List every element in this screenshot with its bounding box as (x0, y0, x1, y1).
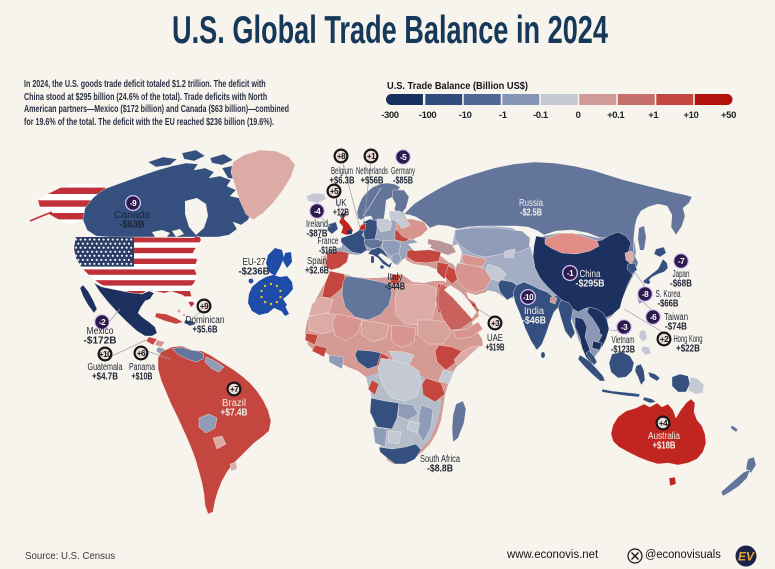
svg-text:Dominican: Dominican (186, 315, 225, 326)
svg-text:+$18B: +$18B (653, 441, 676, 452)
svg-text:-$172B: -$172B (84, 336, 117, 347)
svg-text:Brazil: Brazil (222, 398, 246, 409)
svg-text:+$56B: +$56B (361, 176, 384, 187)
svg-text:-$85B: -$85B (393, 176, 413, 187)
svg-text:-100: -100 (419, 110, 437, 121)
svg-text:China: China (580, 269, 601, 280)
svg-text:Guatemala: Guatemala (88, 362, 123, 373)
svg-text:+$7.4B: +$7.4B (221, 408, 248, 419)
svg-text:Australia: Australia (648, 431, 680, 442)
svg-text:+$6.3B: +$6.3B (330, 176, 355, 187)
svg-text:Hong Kong: Hong Kong (674, 334, 703, 345)
svg-text:-6: -6 (650, 313, 657, 322)
svg-text:-1: -1 (567, 269, 574, 278)
svg-text:South Africa: South Africa (420, 454, 460, 465)
svg-text:Vietnam: Vietnam (612, 335, 635, 346)
svg-text:-4: -4 (314, 207, 321, 216)
svg-text:Mexico: Mexico (87, 326, 114, 337)
svg-text:+9: +9 (200, 302, 209, 311)
svg-text:-$87B: -$87B (307, 229, 328, 240)
svg-text:+6: +6 (137, 349, 146, 358)
svg-text:-$123B: -$123B (611, 345, 635, 356)
svg-text:+2: +2 (660, 335, 669, 344)
svg-text:UK: UK (336, 198, 347, 209)
svg-text:-3: -3 (621, 323, 628, 332)
svg-text:-0.1: -0.1 (533, 110, 549, 121)
svg-text:+10: +10 (683, 110, 698, 121)
svg-text:+$19B: +$19B (486, 343, 505, 354)
svg-text:-7: -7 (678, 257, 685, 266)
svg-text:-1: -1 (499, 110, 508, 121)
svg-text:-$2.5B: -$2.5B (520, 208, 542, 219)
svg-text:Canada: Canada (114, 210, 150, 221)
svg-text:+$22B: +$22B (676, 344, 700, 355)
svg-text:+1: +1 (648, 110, 659, 121)
svg-text:Spain: Spain (307, 256, 327, 267)
svg-text:-$46B: -$46B (522, 316, 546, 327)
svg-text:+$5.6B: +$5.6B (193, 325, 218, 336)
svg-text:S. Korea: S. Korea (656, 289, 681, 300)
svg-text:U.S. Global Trade Balance in 2: U.S. Global Trade Balance in 2024 (172, 9, 608, 52)
svg-text:Belgium: Belgium (331, 166, 353, 177)
svg-text:-$68B: -$68B (670, 279, 692, 290)
svg-text:India: India (524, 306, 544, 317)
svg-text:+4: +4 (659, 419, 668, 428)
svg-text:-10: -10 (459, 110, 472, 121)
svg-text:-$16B: -$16B (319, 246, 337, 257)
svg-text:+$10B: +$10B (132, 372, 153, 383)
svg-text:-300: -300 (381, 110, 399, 121)
svg-text:-$8.8B: -$8.8B (427, 464, 453, 475)
svg-text:+3: +3 (491, 319, 500, 328)
svg-text:EV: EV (738, 550, 755, 564)
svg-text:-$44B: -$44B (385, 282, 405, 293)
svg-text:Italy: Italy (388, 272, 403, 283)
svg-text:-2: -2 (99, 318, 106, 327)
svg-text:-9: -9 (130, 199, 137, 208)
svg-text:+0.1: +0.1 (607, 110, 625, 121)
svg-text:Germany: Germany (391, 166, 415, 177)
svg-text:+1: +1 (367, 152, 376, 161)
svg-text:Ireland: Ireland (306, 219, 328, 230)
svg-text:-$295B: -$295B (576, 279, 605, 290)
svg-text:Panama: Panama (129, 362, 155, 373)
svg-text:-8: -8 (642, 290, 649, 299)
svg-text:Russia: Russia (519, 198, 543, 209)
svg-text:Taiwan: Taiwan (664, 312, 688, 323)
svg-text:+12B: +12B (333, 208, 349, 219)
svg-text:-$66B: -$66B (658, 299, 679, 310)
svg-text:UAE: UAE (487, 333, 503, 344)
svg-text:+10: +10 (99, 350, 112, 359)
svg-text:-$63B: -$63B (120, 220, 145, 231)
svg-text:+7: +7 (230, 385, 239, 394)
svg-text:+$4.7B: +$4.7B (92, 372, 118, 383)
svg-text:-10: -10 (523, 293, 534, 302)
svg-text:France: France (318, 236, 339, 247)
svg-text:Japan: Japan (673, 269, 690, 280)
svg-text:+$2.6B: +$2.6B (305, 266, 329, 277)
svg-text:-5: -5 (400, 153, 407, 162)
svg-text:-$236B: -$236B (239, 266, 270, 278)
svg-text:+50: +50 (721, 110, 736, 121)
svg-text:U.S. Trade Balance (Billion US: U.S. Trade Balance (Billion US$) (387, 80, 528, 92)
svg-text:-$74B: -$74B (665, 322, 687, 333)
svg-text:+8: +8 (337, 152, 346, 161)
svg-text:EU-27: EU-27 (243, 256, 266, 268)
svg-text:+5: +5 (330, 187, 339, 196)
svg-text:Netherlands: Netherlands (356, 166, 388, 177)
svg-text:0: 0 (576, 110, 581, 121)
